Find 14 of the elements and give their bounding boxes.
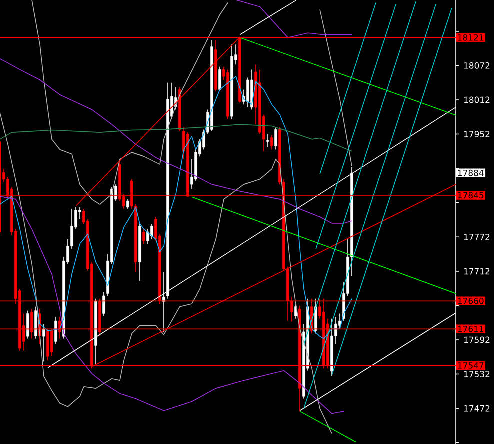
- annotation: 17884: [458, 170, 484, 176]
- ref-line-label: 17547: [458, 362, 484, 369]
- y-tick-label: 18072: [464, 62, 490, 69]
- y-tick-label: 17712: [464, 268, 490, 275]
- y-tick-label: 17532: [464, 371, 490, 378]
- ref-line-label: 17845: [458, 192, 484, 199]
- y-tick-label: 17472: [464, 405, 490, 412]
- y-tick-label: 17592: [464, 336, 490, 344]
- y-tick-label: 18012: [464, 96, 490, 104]
- ref-line-label: 17611: [458, 326, 484, 332]
- y-tick-label: 17952: [464, 131, 490, 138]
- y-tick-label: 17772: [464, 234, 490, 240]
- ref-line-label: 17660: [458, 298, 484, 304]
- ref-line-label: 18121: [458, 34, 484, 41]
